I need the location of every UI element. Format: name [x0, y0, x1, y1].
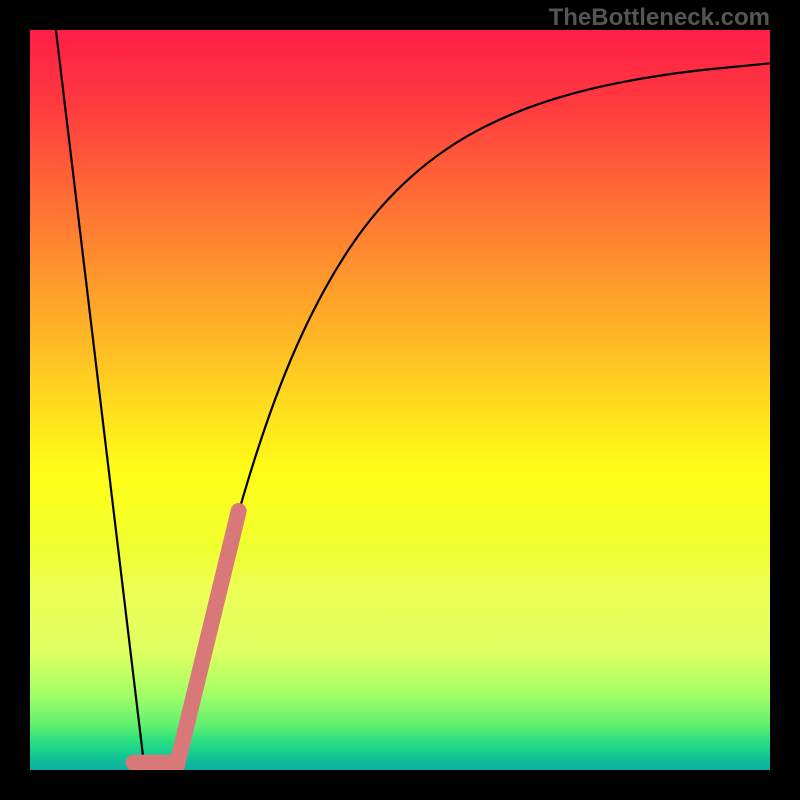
bottleneck-curve: [30, 30, 770, 770]
watermark-label: TheBottleneck.com: [549, 4, 770, 32]
plot-area: [30, 30, 770, 770]
chart-container: TheBottleneck.com: [0, 0, 800, 800]
